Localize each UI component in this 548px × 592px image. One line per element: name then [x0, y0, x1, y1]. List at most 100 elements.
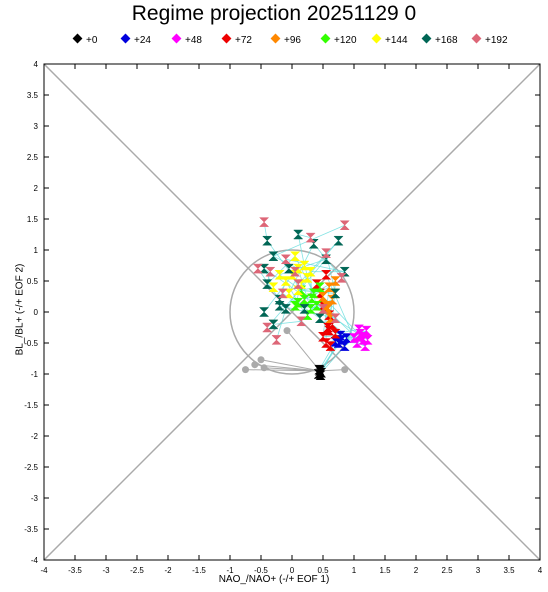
- legend-label: +96: [284, 35, 301, 46]
- data-point-plus192: [258, 217, 270, 227]
- data-point-plus24: [341, 333, 352, 343]
- legend-label: +168: [435, 35, 458, 46]
- legend-item: +0: [72, 33, 98, 46]
- y-tick-label: -2: [31, 432, 39, 441]
- legend-label: +144: [385, 35, 408, 46]
- data-point-plus144: [289, 251, 301, 261]
- reference-point: [251, 361, 259, 369]
- trajectory-segment: [276, 308, 287, 341]
- y-tick-label: 0.5: [27, 277, 39, 286]
- y-tick-label: 2.5: [27, 153, 39, 162]
- data-point-plus168: [283, 263, 295, 274]
- reference-point: [242, 366, 249, 374]
- data-point-plus192: [271, 335, 282, 345]
- legend-label: +192: [485, 35, 508, 46]
- data-point-plus48: [362, 335, 373, 345]
- data-point-plus168: [333, 235, 344, 246]
- data-point-plus168: [274, 301, 285, 311]
- data-point-plus192: [280, 254, 291, 265]
- legend-label: +24: [134, 35, 151, 46]
- data-point-plus72: [322, 322, 334, 333]
- reference-point: [283, 327, 291, 335]
- legend: +0 +24 +48 +72 +96 +120 +144 +168 +192: [0, 33, 548, 51]
- reference-point: [341, 366, 349, 374]
- y-tick-label: 1.5: [27, 215, 39, 224]
- data-point-plus120: [306, 293, 317, 304]
- data-point-plus192: [265, 266, 276, 277]
- y-axis-label: BL_/BL+ (-/+ EOF 2): [14, 263, 26, 356]
- y-tick-label: -1.5: [24, 401, 38, 410]
- data-point-plus168: [330, 288, 341, 299]
- data-point-plus120: [289, 301, 301, 311]
- data-point-plus48: [348, 333, 360, 343]
- legend-item: +144: [371, 33, 408, 46]
- y-tick-label: -4: [31, 556, 39, 565]
- legend-item: +72: [221, 33, 252, 46]
- reference-circle: [229, 249, 355, 375]
- y-tick-label: -2.5: [24, 463, 38, 472]
- data-point-plus168: [314, 313, 326, 323]
- y-tick-label: 4: [34, 60, 39, 69]
- x-tick-label: -4: [40, 566, 48, 575]
- x-tick-label: -2.5: [130, 566, 144, 575]
- trajectory-segment: [257, 268, 280, 300]
- data-point-plus192: [289, 266, 301, 277]
- y-tick-label: 0: [34, 308, 39, 317]
- reference-segment: [286, 330, 321, 372]
- diagonal-line: [43, 63, 541, 561]
- chart-title: Regime projection 20251129 0: [131, 2, 417, 25]
- x-tick-label: 2.5: [441, 566, 453, 575]
- reference-point: [260, 364, 268, 372]
- x-tick-label: 1: [352, 566, 357, 575]
- x-tick-label: -1.5: [192, 566, 206, 575]
- legend-item: +96: [270, 33, 301, 46]
- data-point-plus120: [314, 282, 326, 292]
- y-tick-label: -3.5: [24, 525, 38, 534]
- legend-item: +168: [421, 33, 458, 46]
- data-point-plus192: [336, 273, 347, 283]
- data-point-plus192: [317, 304, 329, 314]
- data-point-plus0: [315, 370, 326, 380]
- legend-label: +120: [334, 35, 357, 46]
- trajectory-segment: [266, 240, 293, 276]
- data-point-plus168: [280, 304, 291, 314]
- data-point-plus144: [268, 282, 279, 292]
- reference-segment: [260, 359, 320, 372]
- legend-label: +72: [235, 35, 252, 46]
- y-tick-label: 1: [34, 246, 39, 255]
- data-point-plus192: [305, 232, 316, 243]
- x-tick-label: 3.5: [503, 566, 515, 575]
- data-point-plus192: [252, 263, 264, 274]
- data-point-plus192: [293, 279, 304, 289]
- x-tick-label: -1: [226, 566, 234, 575]
- legend-label: +0: [86, 35, 98, 46]
- data-point-plus144: [302, 273, 313, 283]
- legend-item: +48: [171, 33, 202, 46]
- data-point-plus192: [330, 313, 341, 323]
- legend-item: +120: [320, 33, 357, 46]
- x-tick-label: -3: [102, 566, 110, 575]
- data-point-plus72: [320, 338, 332, 348]
- data-point-plus192: [339, 220, 350, 230]
- data-point-plus192: [262, 322, 273, 333]
- x-tick-label: 2: [414, 566, 419, 575]
- data-point-plus120: [311, 301, 322, 311]
- legend-item: +192: [471, 33, 508, 46]
- data-point-plus192: [296, 316, 307, 327]
- y-tick-label: -3: [31, 494, 39, 503]
- x-tick-label: -2: [164, 566, 172, 575]
- trajectory-segment: [304, 265, 318, 306]
- data-point-plus144: [274, 270, 285, 280]
- reference-point: [257, 356, 265, 364]
- x-tick-label: 3: [476, 566, 481, 575]
- trajectory-segment: [285, 258, 345, 273]
- data-point-plus192: [277, 288, 288, 299]
- x-tick-label: 4: [538, 566, 543, 575]
- x-axis-label: NAO_/NAO+ (-/+ EOF 1): [218, 574, 330, 585]
- data-point-plus168: [268, 251, 279, 261]
- y-tick-label: -0.5: [24, 339, 38, 348]
- y-tick-label: -1: [31, 370, 39, 379]
- data-point-plus168: [258, 307, 270, 317]
- y-tick-label: 2: [34, 184, 39, 193]
